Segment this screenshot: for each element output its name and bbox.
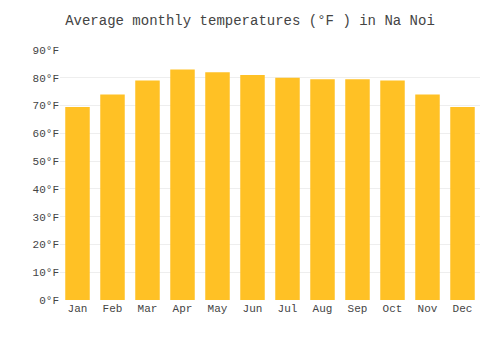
svg-text:20°F: 20°F bbox=[33, 239, 59, 251]
svg-text:Feb: Feb bbox=[103, 303, 123, 315]
svg-text:10°F: 10°F bbox=[33, 267, 59, 279]
svg-text:Aug: Aug bbox=[313, 303, 333, 315]
svg-text:90°F: 90°F bbox=[33, 45, 59, 57]
svg-text:0°F: 0°F bbox=[39, 295, 59, 307]
svg-text:Jan: Jan bbox=[68, 303, 88, 315]
svg-text:Jun: Jun bbox=[243, 303, 263, 315]
svg-text:30°F: 30°F bbox=[33, 212, 59, 224]
svg-text:Oct: Oct bbox=[383, 303, 403, 315]
svg-text:Jul: Jul bbox=[278, 303, 298, 315]
svg-text:Nov: Nov bbox=[418, 303, 438, 315]
svg-text:40°F: 40°F bbox=[33, 184, 59, 196]
svg-text:70°F: 70°F bbox=[33, 100, 59, 112]
svg-text:50°F: 50°F bbox=[33, 156, 59, 168]
svg-text:Mar: Mar bbox=[138, 303, 158, 315]
svg-text:Sep: Sep bbox=[348, 303, 368, 315]
svg-text:Dec: Dec bbox=[453, 303, 473, 315]
svg-text:80°F: 80°F bbox=[33, 73, 59, 85]
svg-text:Apr: Apr bbox=[173, 303, 193, 315]
svg-text:60°F: 60°F bbox=[33, 128, 59, 140]
svg-text:May: May bbox=[208, 303, 228, 315]
svg-text:Average monthly temperatures (: Average monthly temperatures (°F ) in Na… bbox=[65, 13, 435, 29]
